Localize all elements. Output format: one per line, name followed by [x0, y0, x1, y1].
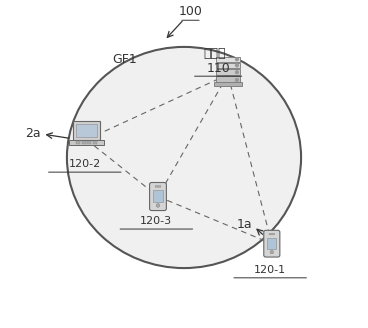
- Text: 1a: 1a: [236, 218, 252, 231]
- Circle shape: [156, 204, 160, 207]
- FancyBboxPatch shape: [93, 141, 97, 144]
- FancyBboxPatch shape: [214, 82, 242, 86]
- FancyBboxPatch shape: [149, 182, 166, 211]
- Text: 2a: 2a: [25, 127, 40, 140]
- Text: 100: 100: [178, 5, 202, 18]
- Circle shape: [236, 64, 238, 67]
- FancyBboxPatch shape: [153, 190, 163, 202]
- Circle shape: [270, 250, 273, 254]
- Text: 服务器: 服务器: [204, 47, 226, 60]
- FancyBboxPatch shape: [268, 238, 276, 249]
- FancyBboxPatch shape: [269, 233, 275, 235]
- Text: 120-2: 120-2: [69, 159, 101, 169]
- Ellipse shape: [67, 47, 301, 268]
- FancyBboxPatch shape: [155, 186, 161, 187]
- FancyBboxPatch shape: [69, 140, 104, 145]
- Text: 120-3: 120-3: [140, 216, 173, 226]
- FancyBboxPatch shape: [88, 141, 92, 144]
- FancyBboxPatch shape: [75, 124, 97, 137]
- Circle shape: [236, 71, 238, 74]
- Circle shape: [236, 58, 238, 61]
- FancyBboxPatch shape: [73, 121, 100, 140]
- FancyBboxPatch shape: [216, 76, 240, 84]
- Circle shape: [236, 79, 238, 81]
- FancyBboxPatch shape: [216, 69, 240, 75]
- Text: 110: 110: [206, 62, 230, 74]
- FancyBboxPatch shape: [264, 230, 280, 257]
- FancyBboxPatch shape: [82, 141, 86, 144]
- FancyBboxPatch shape: [76, 141, 80, 144]
- Text: GF1: GF1: [113, 53, 137, 67]
- FancyBboxPatch shape: [216, 63, 240, 68]
- Text: 120-1: 120-1: [254, 265, 286, 275]
- FancyBboxPatch shape: [216, 57, 240, 62]
